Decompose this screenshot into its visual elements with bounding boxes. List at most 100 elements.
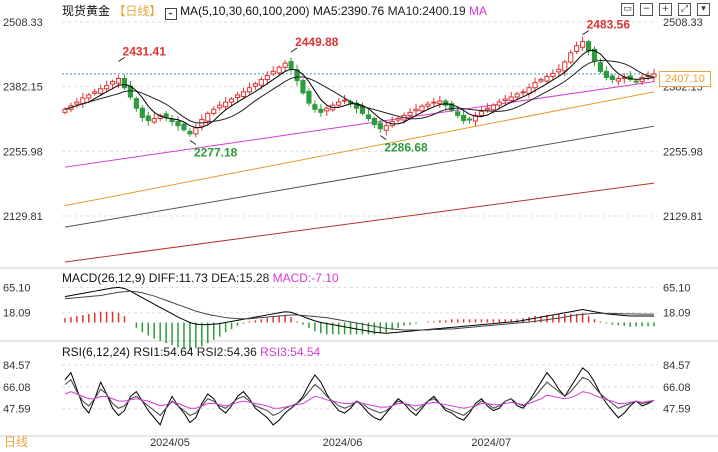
x-tick-label: 2024/05: [150, 437, 190, 449]
candle-body: [615, 78, 621, 82]
extreme-marker: [582, 30, 589, 36]
candle-body: [371, 118, 377, 126]
x-tick-label: 2024/06: [323, 437, 363, 449]
candle-body: [377, 122, 383, 130]
macd-params-label[interactable]: MACD(26,12,9): [62, 271, 146, 285]
fullscreen-icon[interactable]: ⤢: [678, 3, 691, 16]
candle-body: [514, 93, 520, 98]
candle-body: [639, 77, 645, 83]
candle-body: [151, 118, 157, 123]
chart-toggle-icon[interactable]: ⌁: [164, 8, 177, 20]
candle-body: [74, 101, 80, 105]
macd-header: MACD(26,12,9) DIFF:11.73 DEA:15.28 MACD:…: [62, 271, 339, 285]
ma-line-ma100: [64, 125, 655, 228]
candle-body: [336, 101, 342, 106]
zoom-in-icon[interactable]: +: [659, 3, 672, 16]
candle-body: [383, 125, 389, 131]
candle-body: [193, 127, 199, 135]
candle-body: [419, 105, 425, 112]
macd-diff-line: [64, 286, 655, 334]
candle-body: [568, 52, 574, 63]
candle-body: [431, 101, 437, 104]
candle-body: [478, 110, 485, 116]
candle-body: [240, 91, 247, 97]
rsi-tick-left: 84.57: [3, 360, 31, 372]
price-tick-left: 2255.98: [3, 146, 43, 158]
main-header: 现货黄金 【日线】 ⌁ MA(5,10,30,60,100,200) MA5:2…: [62, 2, 487, 20]
candle-body: [472, 114, 479, 122]
candle-body: [288, 61, 294, 69]
extreme-label: 2277.18: [194, 145, 238, 159]
candle-body: [139, 107, 145, 118]
candle-body: [306, 90, 312, 104]
candle-body: [490, 104, 496, 111]
candle-body: [633, 80, 639, 83]
chart-type-icon[interactable]: ▭: [621, 3, 634, 16]
candle-body: [187, 130, 193, 135]
settings-icon[interactable]: ▾: [697, 3, 710, 16]
macd-tick-left: 65.10: [3, 282, 31, 294]
candle-body: [574, 45, 580, 52]
period-switch[interactable]: 日线: [4, 435, 29, 449]
candle-body: [413, 108, 419, 112]
candle-body: [211, 108, 217, 114]
candle-body: [550, 72, 556, 77]
candle-body: [264, 74, 270, 81]
rsi-header: RSI(6,12,24) RSI1:54.64 RSI2:54.36 RSI3:…: [62, 345, 320, 359]
candle-body: [175, 121, 181, 127]
price-tick-left: 2508.33: [3, 17, 43, 29]
candle-body: [556, 68, 562, 73]
ma-line-ma200: [64, 182, 655, 263]
current-price-tag: 2407.10: [659, 71, 711, 87]
candle-body: [252, 83, 258, 87]
candle-body: [270, 70, 276, 75]
candle-body: [520, 91, 526, 94]
rsi-params-label[interactable]: RSI(6,12,24): [62, 345, 131, 359]
candle-body: [217, 104, 223, 109]
rsi-tick-left: 66.08: [3, 382, 31, 394]
rsi1-value: RSI1:54.64: [133, 345, 194, 359]
macd-diff-value: DIFF:11.73: [148, 271, 208, 285]
candle-body: [282, 62, 288, 68]
extreme-marker: [380, 135, 387, 140]
ma10-line: [64, 59, 655, 124]
extreme-marker: [189, 140, 197, 145]
candle-body: [609, 75, 615, 81]
extreme-label: 2483.56: [587, 18, 631, 32]
candle-body: [318, 108, 324, 113]
candle-body: [104, 85, 110, 90]
candle-body: [544, 75, 550, 82]
period-label[interactable]: 【日线】: [113, 4, 162, 18]
candle-body: [276, 66, 282, 74]
ma10-value: MA10:2400.19: [387, 4, 466, 18]
candle-body: [359, 106, 366, 114]
ma-line-ma30: [64, 81, 655, 168]
candle-body: [449, 103, 455, 111]
candle-body: [181, 123, 187, 131]
toolbar: ▭ − + ⤢ ▾: [621, 3, 710, 16]
candle-body: [532, 82, 538, 89]
price-tick-left: 2129.81: [3, 211, 43, 223]
macd-dea-line: [64, 290, 655, 331]
extreme-label: 2286.68: [384, 141, 428, 155]
rsi2-line: [64, 376, 655, 417]
candle-body: [538, 79, 544, 82]
ma-params-label[interactable]: MA(5,10,30,60,100,200): [180, 4, 310, 18]
candle-body: [562, 61, 568, 72]
zoom-out-icon[interactable]: −: [640, 3, 653, 16]
rsi-tick-right: 84.57: [663, 360, 691, 372]
ma5-value: MA5:2390.76: [312, 4, 385, 18]
candle-body: [585, 41, 592, 52]
candle-body: [80, 97, 86, 105]
candle-body: [312, 104, 318, 110]
candle-body: [508, 96, 514, 102]
candle-body: [496, 101, 502, 106]
candle-body: [484, 107, 491, 111]
macd-dea-value: DEA:15.28: [211, 271, 270, 285]
candle-body: [425, 103, 431, 107]
candle-body: [603, 70, 610, 78]
candle-body: [437, 100, 443, 105]
macd-tick-right: 18.09: [663, 308, 691, 320]
price-tick-right: 2129.81: [663, 211, 703, 223]
